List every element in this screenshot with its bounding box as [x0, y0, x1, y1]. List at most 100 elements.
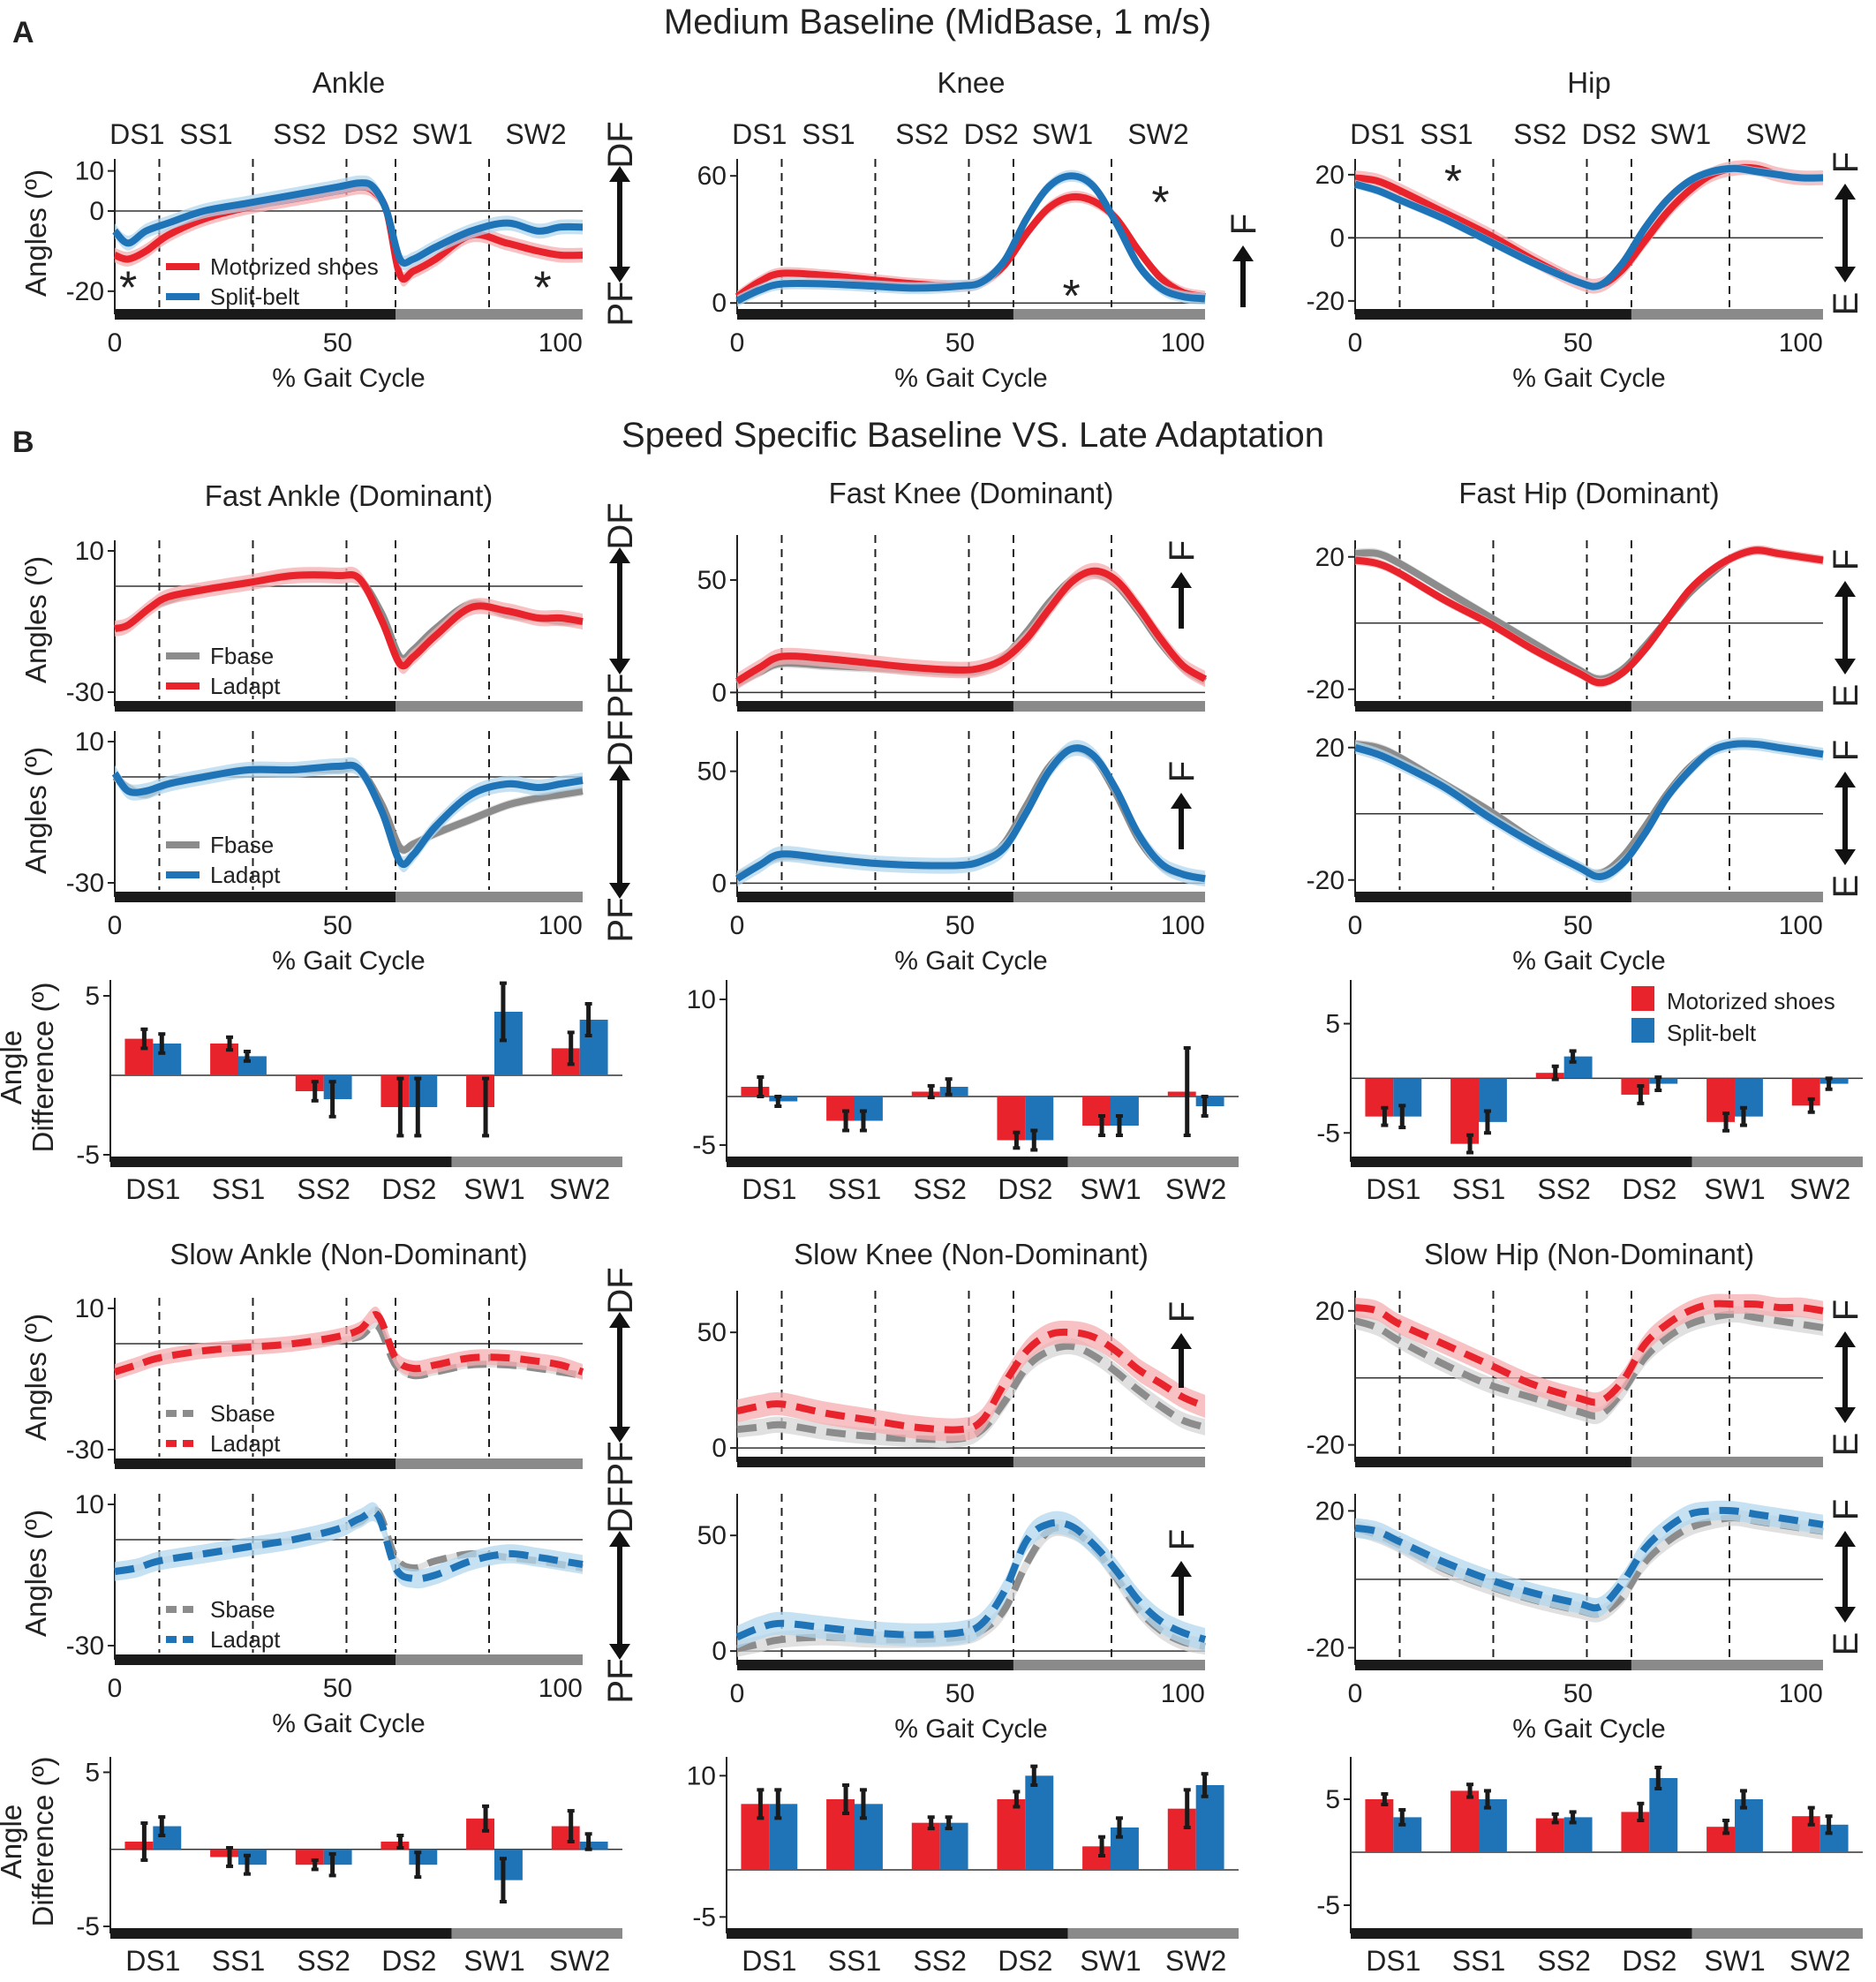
swing-bar [451, 1157, 622, 1167]
sd-band-ladapt [115, 1502, 583, 1589]
stance-bar [1355, 701, 1631, 712]
y-tick-label: 50 [697, 757, 727, 787]
stance-bar [737, 892, 1013, 902]
bar-motorized-shoes [551, 1048, 580, 1075]
series-line-ladapt [1353, 740, 1824, 881]
series-line-ladapt [735, 567, 1208, 685]
y-tick-label: 5 [85, 1758, 100, 1787]
sd-band-split-belt [737, 170, 1205, 307]
x-category-label: SS1 [212, 1945, 265, 1977]
hip-direction-b3: FE [1827, 1300, 1865, 1457]
bar-motorized-shoes [1450, 1790, 1479, 1852]
panel-fast_knee_red: 0 50 Fast Knee (Dominant) [697, 477, 1208, 712]
arrow-head-down [609, 883, 630, 899]
arrow-head-up [1835, 772, 1856, 788]
swing-bar [451, 1928, 622, 1939]
significance-star: * [1151, 177, 1169, 229]
x-tick-label: 0 [108, 911, 123, 940]
bar-split-belt [1649, 1078, 1678, 1084]
x-tick-label: 100 [539, 1674, 583, 1703]
x-tick-label: 100 [1779, 328, 1823, 358]
x-category-label: SW1 [1704, 1945, 1765, 1977]
arrow-head-down [1835, 1407, 1856, 1423]
x-tick-label: 50 [323, 1674, 352, 1703]
series-line-ladapt [735, 744, 1206, 883]
panel-fast_hip_red: -20 20 Fast Hip (Dominant) [1307, 477, 1824, 712]
bar-motorized-shoes [466, 1075, 494, 1107]
direction-label: PF [601, 673, 640, 718]
stance-bar [110, 1928, 452, 1939]
series-line-ladapt [1354, 1300, 1824, 1406]
bar-split-belt [409, 1849, 438, 1865]
y-axis-label: Angles (º) [19, 556, 52, 683]
bar-motorized-shoes [1450, 1078, 1479, 1144]
stance-bar [115, 1654, 396, 1665]
x-category-label: SS2 [913, 1945, 966, 1977]
panel-slow_knee_diff: DS1 SS1 SS2 DS2 SW1 SW2 -5 10 [687, 1757, 1239, 1977]
swing-bar [1691, 1157, 1863, 1167]
bar-split-belt [579, 1842, 608, 1850]
direction-label: F [1163, 761, 1202, 782]
swing-bar [396, 701, 583, 712]
x-tick-label: 100 [1779, 1679, 1823, 1708]
swing-bar [1067, 1157, 1239, 1167]
y-axis-label: Angles (º) [19, 170, 52, 297]
bar-split-belt [494, 1849, 523, 1880]
bar-motorized-shoes [210, 1044, 238, 1075]
hip-direction-a: FE [1827, 152, 1865, 316]
series-line-motorized-shoes [1354, 163, 1824, 290]
x-category-label: DS1 [742, 1173, 796, 1205]
phase-label: DS1 [732, 118, 787, 150]
panel-slow_ankle_diff: DS1 SS1 SS2 DS2 SW1 SW2 -5 5 Angle Difference (º) [0, 1756, 622, 1977]
knee-direction-b2: F [1163, 761, 1202, 849]
y-tick-label: 0 [89, 197, 104, 226]
arrow-head-up [1232, 245, 1254, 261]
y-tick-label: 0 [1330, 223, 1345, 252]
panel-title: Slow Knee (Non-Dominant) [794, 1238, 1149, 1270]
y-tick-label: 20 [1315, 1297, 1345, 1326]
series-line-ladapt [1354, 1506, 1824, 1612]
phase-label: SS1 [1420, 118, 1473, 150]
bar-split-belt [494, 1012, 523, 1075]
bar-motorized-shoes [1535, 1818, 1564, 1852]
y-axis-label: Angles (º) [19, 747, 52, 874]
panel-slow_knee_blue: 0 50 0 50 100 % Gait Cycle [697, 1494, 1207, 1744]
x-tick-label: 50 [1563, 328, 1593, 358]
direction-label: F [1163, 540, 1202, 561]
y-tick-label: 0 [712, 1434, 727, 1463]
arrow-head-up [1171, 1561, 1192, 1577]
x-category-label: DS1 [125, 1173, 180, 1205]
direction-label: PF [601, 1658, 640, 1703]
direction-label: E [1827, 1433, 1865, 1457]
sd-band-split-belt [1355, 163, 1823, 291]
x-category-label: SW1 [463, 1945, 524, 1977]
x-category-label: SW1 [1704, 1173, 1765, 1205]
bar-motorized-shoes [295, 1075, 324, 1091]
legend-label: Split-belt [210, 283, 300, 310]
bar-motorized-shoes [1365, 1078, 1394, 1117]
phase-label: SW2 [1127, 118, 1188, 150]
legend-label: Fbase [210, 832, 274, 858]
arrow-head-up [609, 1531, 630, 1547]
x-axis-label: % Gait Cycle [272, 1709, 425, 1738]
bar-motorized-shoes [1365, 1799, 1394, 1852]
direction-label: PF [601, 1441, 640, 1486]
sd-band-ladapt [1355, 1500, 1823, 1618]
phase-label: SW1 [411, 118, 472, 150]
bar-split-belt [855, 1097, 883, 1121]
bar-split-belt [579, 1020, 608, 1075]
stance-bar [115, 892, 396, 902]
y-tick-label: 5 [85, 982, 100, 1011]
series-line-fbase [1354, 740, 1824, 878]
bar-split-belt [1479, 1078, 1507, 1122]
x-tick-label: 0 [730, 911, 745, 940]
direction-label: F [1224, 214, 1263, 235]
phase-label: SW2 [1745, 118, 1806, 150]
panel-slow_hip_red: -20 20 Slow Hip (Non-Dominant) [1307, 1238, 1824, 1467]
x-category-label: SW2 [549, 1945, 610, 1977]
y-tick-label: -20 [66, 277, 104, 306]
arrow-head-down [609, 1427, 630, 1443]
y-tick-label: -20 [1307, 866, 1345, 895]
bar-motorized-shoes [1621, 1078, 1650, 1095]
y-tick-label: 0 [712, 1637, 727, 1666]
